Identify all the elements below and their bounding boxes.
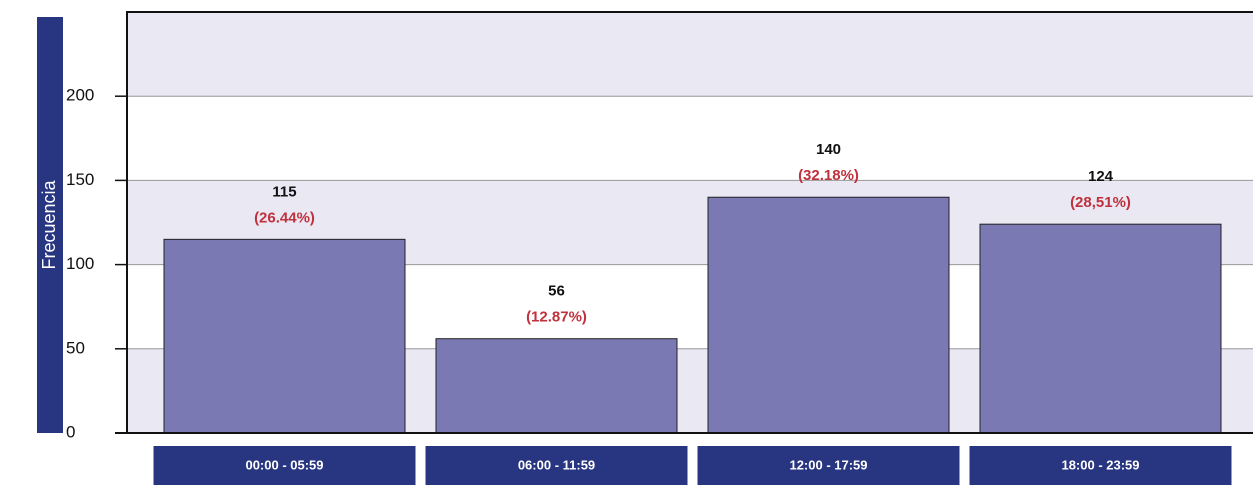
category-box <box>969 446 1232 485</box>
y-label-box <box>37 17 63 433</box>
y-tick-label: 100 <box>66 254 94 273</box>
percent-label: (12.87%) <box>526 309 587 326</box>
y-tick-label: 200 <box>66 86 94 105</box>
value-label: 124 <box>1088 168 1114 185</box>
percent-label: (26.44%) <box>254 209 315 226</box>
x-tick-label: 12:00 - 17:59 <box>789 457 867 472</box>
value-label: 115 <box>272 183 296 200</box>
bar <box>707 196 950 434</box>
percent-label: (32.18%) <box>798 167 859 184</box>
plot-band <box>127 12 1253 97</box>
value-label: 140 <box>816 141 841 158</box>
x-tick-label: 18:00 - 23:59 <box>1061 457 1139 472</box>
x-tick-label: 00:00 - 05:59 <box>245 457 323 472</box>
bar <box>979 223 1222 434</box>
y-tick-label: 150 <box>66 170 94 189</box>
bar <box>163 238 406 434</box>
category-box <box>697 446 960 485</box>
y-tick-label: 0 <box>66 422 75 441</box>
bar <box>435 338 678 434</box>
value-label: 56 <box>548 283 565 300</box>
category-box <box>153 446 416 485</box>
x-tick-label: 06:00 - 11:59 <box>518 457 595 472</box>
y-axis-label: Frecuencia <box>39 179 59 269</box>
percent-label: (28,51%) <box>1070 194 1131 211</box>
category-box <box>425 446 688 485</box>
y-tick-label: 50 <box>66 338 85 357</box>
